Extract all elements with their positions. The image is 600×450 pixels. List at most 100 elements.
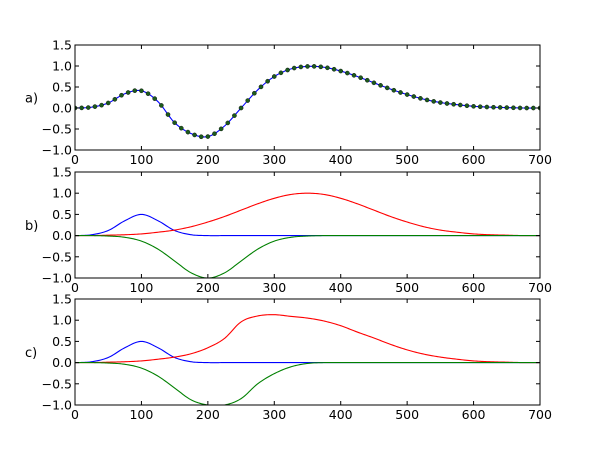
series-line-0 [75, 213, 540, 237]
data-point-marker [159, 103, 164, 108]
y-tick-label: 0.5 [52, 334, 72, 349]
data-point-marker [517, 105, 523, 111]
data-point-marker [92, 104, 98, 109]
series-line-2 [75, 235, 540, 278]
x-tick-label: 400 [329, 152, 353, 167]
data-point-marker [79, 105, 84, 111]
data-point-marker [132, 88, 138, 93]
y-tick-label: −1.0 [42, 271, 72, 286]
data-point-marker [119, 92, 124, 98]
data-point-marker [278, 70, 284, 76]
data-point-marker [238, 105, 244, 111]
data-point-marker [418, 96, 423, 101]
data-point-marker [484, 104, 490, 110]
data-point-marker [285, 67, 290, 73]
data-point-marker [218, 126, 224, 132]
data-point-marker [424, 97, 430, 103]
data-point-marker [198, 134, 204, 140]
data-point-marker [245, 98, 251, 103]
y-tick-label: 0.0 [52, 228, 72, 243]
data-point-marker [258, 84, 264, 90]
data-point-marker [497, 105, 503, 110]
x-tick-label: 400 [329, 407, 353, 422]
data-point-marker [438, 100, 443, 105]
data-point-marker [232, 113, 237, 118]
y-tick-label: 1.5 [52, 292, 72, 307]
x-tick-label: 200 [196, 407, 220, 422]
x-tick-label: 0 [71, 407, 79, 422]
y-tick-label: 1.0 [52, 313, 72, 328]
data-point-marker [99, 102, 104, 108]
data-point-marker [185, 129, 191, 135]
x-tick-label: 500 [395, 152, 419, 167]
y-tick-label: 0.5 [52, 80, 72, 95]
data-point-marker [225, 120, 231, 126]
data-point-marker [338, 68, 344, 74]
y-tick-label: −0.5 [42, 122, 72, 137]
y-tick-label: 1.5 [52, 165, 72, 180]
x-tick-label: 600 [462, 407, 486, 422]
data-point-marker [358, 75, 363, 81]
data-point-marker [477, 104, 483, 110]
x-tick-label: 500 [395, 407, 419, 422]
plot-area [75, 314, 540, 405]
x-tick-label: 600 [462, 280, 486, 295]
data-point-marker [457, 102, 463, 108]
data-point-marker [431, 99, 437, 104]
data-point-marker [451, 101, 456, 107]
x-tick-label: 700 [528, 407, 552, 422]
data-point-marker [252, 90, 257, 96]
data-point-marker [85, 105, 91, 110]
y-tick-label: 1.5 [52, 38, 72, 53]
x-tick-label: 500 [395, 280, 419, 295]
data-point-marker [531, 105, 536, 111]
x-tick-label: 100 [129, 152, 153, 167]
data-point-marker [192, 132, 197, 138]
y-tick-label: 0.5 [52, 207, 72, 222]
x-tick-label: 600 [462, 152, 486, 167]
subplot-a: 0 100 200 300 400 500 600 700 1.5 1.0 0.5 0.0 −0.5 −1… [25, 38, 552, 168]
series-line-1 [75, 192, 540, 237]
data-point-marker [524, 105, 530, 111]
data-point-marker [504, 105, 510, 110]
series-line-2 [75, 361, 540, 405]
subplot-b: 0 100 200 300 400 500 600 700 1.5 1.0 0.5 0.0 −0.5 −1… [25, 165, 552, 296]
y-tick-label: 1.0 [52, 59, 72, 74]
data-point-marker [378, 83, 383, 88]
x-tick-label: 200 [196, 152, 220, 167]
panel-label: b) [25, 219, 38, 234]
data-point-marker [305, 64, 310, 69]
data-point-marker [384, 85, 390, 91]
y-tick-label: −1.0 [42, 398, 72, 413]
data-point-marker [391, 87, 397, 93]
series-line-1 [75, 314, 540, 364]
data-point-marker [139, 88, 144, 94]
data-point-marker [471, 104, 476, 109]
y-tick-label: −0.5 [42, 376, 72, 391]
data-point-marker [291, 65, 297, 71]
plot-area [75, 64, 540, 140]
axes-frame [74, 298, 541, 406]
data-point-marker [511, 105, 516, 111]
x-tick-label: 700 [528, 280, 552, 295]
data-point-marker [318, 64, 324, 70]
data-point-marker [371, 80, 377, 86]
x-tick-label: 0 [71, 280, 79, 295]
data-point-marker [112, 97, 118, 102]
data-point-marker [398, 90, 403, 95]
data-point-marker [212, 131, 217, 136]
y-tick-label: −0.5 [42, 249, 72, 264]
x-tick-label: 0 [71, 152, 79, 167]
data-point-marker [491, 104, 496, 110]
data-point-marker [105, 100, 111, 106]
x-tick-label: 200 [196, 280, 220, 295]
plot-area [75, 192, 540, 278]
x-tick-label: 100 [129, 407, 153, 422]
data-point-marker [411, 94, 417, 99]
x-tick-label: 400 [329, 280, 353, 295]
y-tick-label: −1.0 [42, 143, 72, 158]
data-point-marker [145, 91, 151, 96]
data-point-marker [271, 74, 277, 79]
data-point-marker [331, 66, 337, 72]
